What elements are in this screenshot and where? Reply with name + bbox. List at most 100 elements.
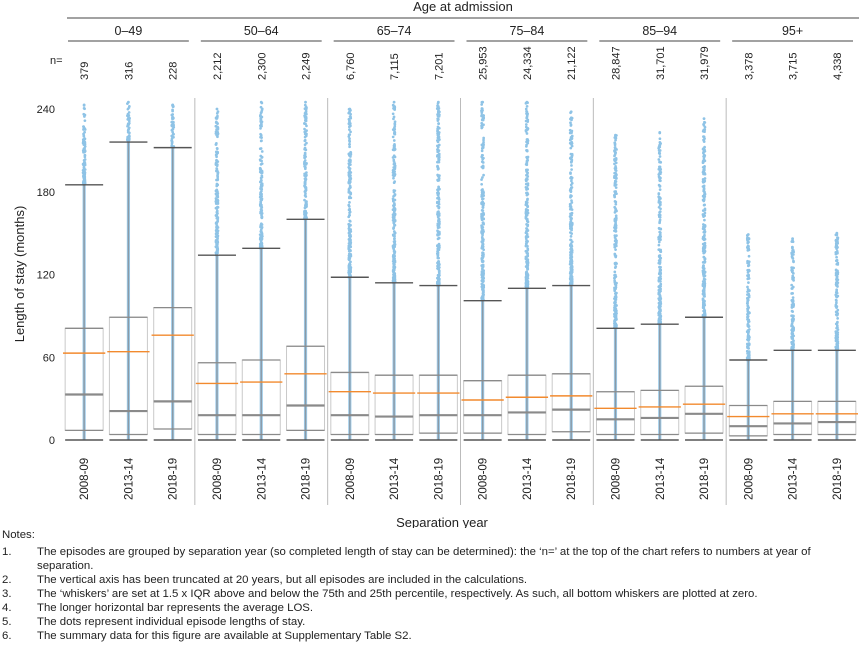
episode-dot <box>437 279 440 283</box>
episode-dot <box>393 252 396 255</box>
episode-dot <box>791 246 794 250</box>
episode-dot <box>480 216 484 220</box>
episode-dot <box>480 231 483 234</box>
episode-dot <box>392 247 396 251</box>
episode-dot <box>525 145 528 148</box>
episode-dot <box>703 149 707 153</box>
episode-dot <box>613 194 616 198</box>
episode-dot <box>437 267 441 271</box>
episode-dot <box>348 201 351 204</box>
episode-dot <box>215 178 218 182</box>
episode-dot <box>304 112 308 116</box>
episode-dot <box>659 250 663 254</box>
episode-dot <box>349 112 352 116</box>
episode-dot <box>834 298 838 302</box>
episode-dot <box>480 201 484 204</box>
episode-dot <box>480 160 484 164</box>
episode-dot <box>259 225 262 229</box>
episode-dot <box>303 183 307 186</box>
episode-dot <box>569 187 572 191</box>
episode-dot <box>746 290 749 294</box>
episode-dot <box>303 139 307 143</box>
episode-dot <box>347 159 351 163</box>
episode-dot <box>746 304 750 308</box>
episode-dot <box>658 167 662 170</box>
episode-dot <box>569 235 573 238</box>
episode-dot <box>746 301 749 305</box>
n-prefix-label: n= <box>50 55 63 67</box>
episode-dot <box>526 282 530 286</box>
sample-size-label: 31,979 <box>699 46 711 80</box>
episode-dot <box>569 124 573 127</box>
episode-dot <box>480 188 484 192</box>
episode-dot <box>304 205 308 209</box>
episode-dot <box>657 173 661 176</box>
episode-dot <box>436 149 440 153</box>
episode-dot <box>792 334 795 338</box>
episode-dot <box>82 127 86 131</box>
episode-dot <box>614 190 618 193</box>
episode-dot <box>836 281 840 285</box>
episode-dot <box>613 244 617 248</box>
episode-dot <box>703 211 707 215</box>
episode-dot <box>171 108 174 112</box>
episode-dot <box>259 244 262 248</box>
sample-size-label: 228 <box>168 62 180 80</box>
episode-dot <box>658 276 662 280</box>
episode-dot <box>658 137 662 141</box>
episode-dot <box>702 117 706 121</box>
episode-dot <box>614 292 617 295</box>
episode-dot <box>437 236 441 240</box>
episode-dot <box>347 181 351 185</box>
episode-dot <box>348 128 351 132</box>
episode-dot <box>259 187 262 190</box>
episode-dot <box>259 198 263 201</box>
episode-dot <box>790 251 793 255</box>
episode-dot <box>480 240 484 244</box>
episode-dot <box>127 127 131 131</box>
x-tick-label: 2013-14 <box>256 457 268 500</box>
episode-dot <box>393 142 396 146</box>
episode-dot <box>216 174 219 178</box>
episode-dot <box>569 276 572 279</box>
episode-dot <box>172 135 175 139</box>
episode-dot <box>658 233 662 237</box>
episode-dot <box>569 157 573 161</box>
episode-dot <box>348 142 351 146</box>
episode-dot <box>304 177 308 181</box>
episode-dot <box>215 198 218 202</box>
sample-size-labels: 379 316 228 2,212 2,300 2,249 6,760 7,115 7,201 2… <box>79 46 844 80</box>
episode-dot <box>393 219 397 223</box>
episode-dot <box>392 148 396 152</box>
note-text: The dots represent individual episode le… <box>37 616 306 628</box>
episode-dot <box>215 188 219 192</box>
group-headers: 0–49 50–64 65–74 75–84 85–94 95+ <box>68 24 853 42</box>
episode-dot <box>525 227 529 231</box>
episode-dot <box>480 114 483 118</box>
episode-dot <box>170 120 174 124</box>
episode-dot <box>392 233 396 236</box>
episode-dot <box>570 250 573 254</box>
note-number: 4. <box>2 602 12 614</box>
episode-dot <box>480 195 484 198</box>
episode-dot <box>791 325 795 328</box>
episode-dot <box>393 223 396 227</box>
episode-dot <box>436 226 440 230</box>
episode-dot <box>570 263 573 267</box>
episode-dot <box>437 178 441 182</box>
episode-dot <box>525 261 529 265</box>
episode-dot <box>790 299 794 302</box>
episode-dot <box>214 240 218 244</box>
episode-dot <box>524 107 528 111</box>
episode-dot <box>349 253 353 257</box>
episode-dot <box>481 144 485 148</box>
episode-dot <box>214 143 218 146</box>
episode-dot <box>482 136 486 140</box>
episode-dot <box>393 202 396 205</box>
episode-dot <box>347 117 351 121</box>
episode-dot <box>613 146 617 149</box>
sample-size-label: 2,212 <box>212 52 224 80</box>
sample-size-label: 25,953 <box>478 46 490 80</box>
episode-dot <box>436 117 440 121</box>
episode-dot <box>525 132 529 135</box>
